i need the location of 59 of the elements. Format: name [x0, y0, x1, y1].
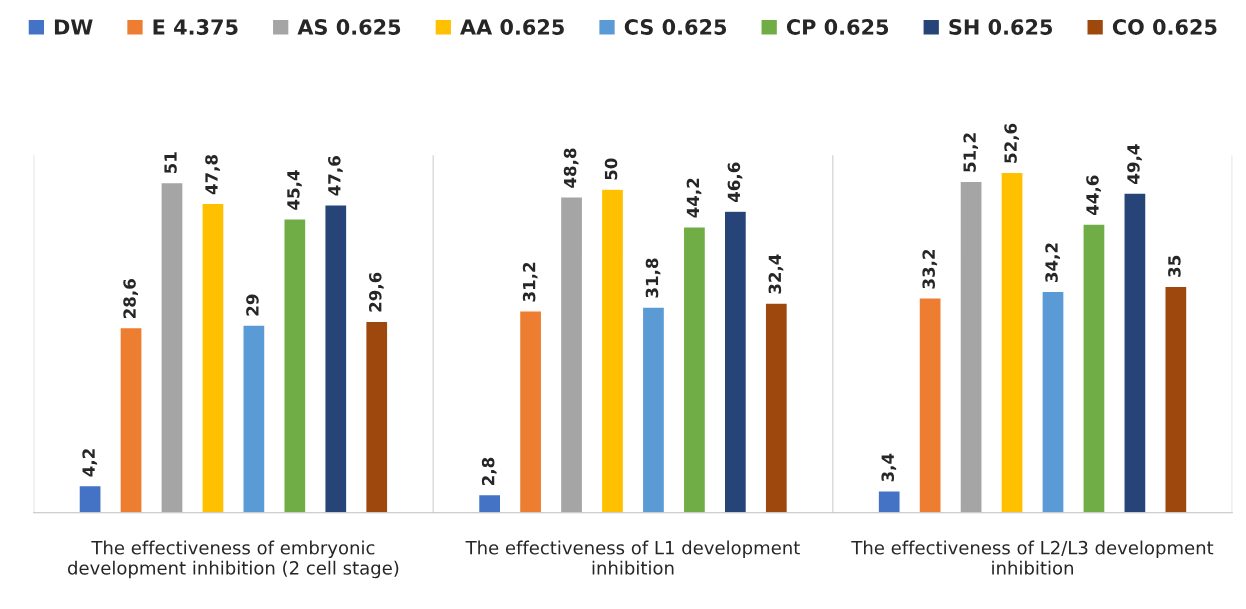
bar	[160, 181, 184, 513]
legend-label: DW	[54, 19, 93, 35]
bar	[518, 310, 543, 513]
data-label: 29,6	[368, 272, 384, 312]
data-label: 4,2	[82, 449, 98, 477]
bar	[324, 203, 348, 513]
data-label: 45,4	[287, 170, 302, 210]
bar	[242, 324, 266, 513]
data-label: 31,8	[645, 258, 661, 298]
bar	[1041, 290, 1065, 513]
data-label: 28,6	[123, 279, 138, 319]
data-label: 31,2	[522, 262, 538, 302]
bar	[201, 202, 225, 513]
data-label: 49,4	[1127, 144, 1142, 184]
data-label: 29	[246, 294, 259, 316]
data-label: 3,4	[881, 453, 897, 482]
bar	[682, 225, 707, 513]
data-label: 50	[604, 158, 618, 180]
legend-label: SH 0.625	[949, 19, 1053, 35]
bar	[877, 490, 901, 513]
data-label: 47,8	[205, 154, 220, 195]
bar	[1123, 192, 1147, 513]
x-tick-label: The effectiveness of L1 development inhibition	[465, 540, 800, 575]
bar	[78, 484, 102, 513]
bar	[918, 297, 942, 513]
bar	[764, 302, 789, 513]
data-label: 51	[164, 152, 177, 174]
bar	[119, 326, 143, 513]
bar	[477, 493, 502, 513]
bar	[641, 306, 666, 513]
x-tick-label: The effectiveness of embryonic development inhibition (2 cell stage)	[68, 540, 399, 579]
data-label: 52,6	[1004, 123, 1020, 163]
data-label: 44,2	[686, 178, 702, 218]
legend-label: E 4.375	[153, 19, 238, 35]
bar	[723, 210, 748, 513]
bar	[365, 320, 389, 513]
bar	[1000, 171, 1024, 513]
data-label: 33,2	[922, 249, 938, 289]
legend-label: AA 0.625	[460, 19, 564, 35]
data-label: 2,8	[481, 457, 497, 485]
bar	[283, 218, 307, 513]
bar	[559, 196, 584, 513]
data-label: 32,4	[768, 254, 784, 294]
data-label: 35	[1168, 255, 1181, 277]
data-label: 46,6	[727, 162, 743, 203]
bar	[959, 180, 983, 513]
bar	[1082, 223, 1106, 513]
data-label: 47,6	[328, 156, 343, 196]
legend-label: CS 0.625	[624, 19, 727, 35]
data-label: 34,2	[1045, 243, 1060, 282]
legend-label: CP 0.625	[786, 19, 889, 35]
bar	[600, 188, 625, 513]
x-tick-label: The effectiveness of L2/L3 development inhibition	[851, 540, 1214, 575]
legend-label: CO 0.625	[1112, 19, 1217, 35]
bar	[1164, 285, 1188, 513]
data-label: 44,6	[1086, 175, 1101, 216]
data-label: 48,8	[563, 148, 579, 188]
legend-label: AS 0.625	[297, 19, 401, 35]
data-label: 51,2	[963, 133, 979, 172]
